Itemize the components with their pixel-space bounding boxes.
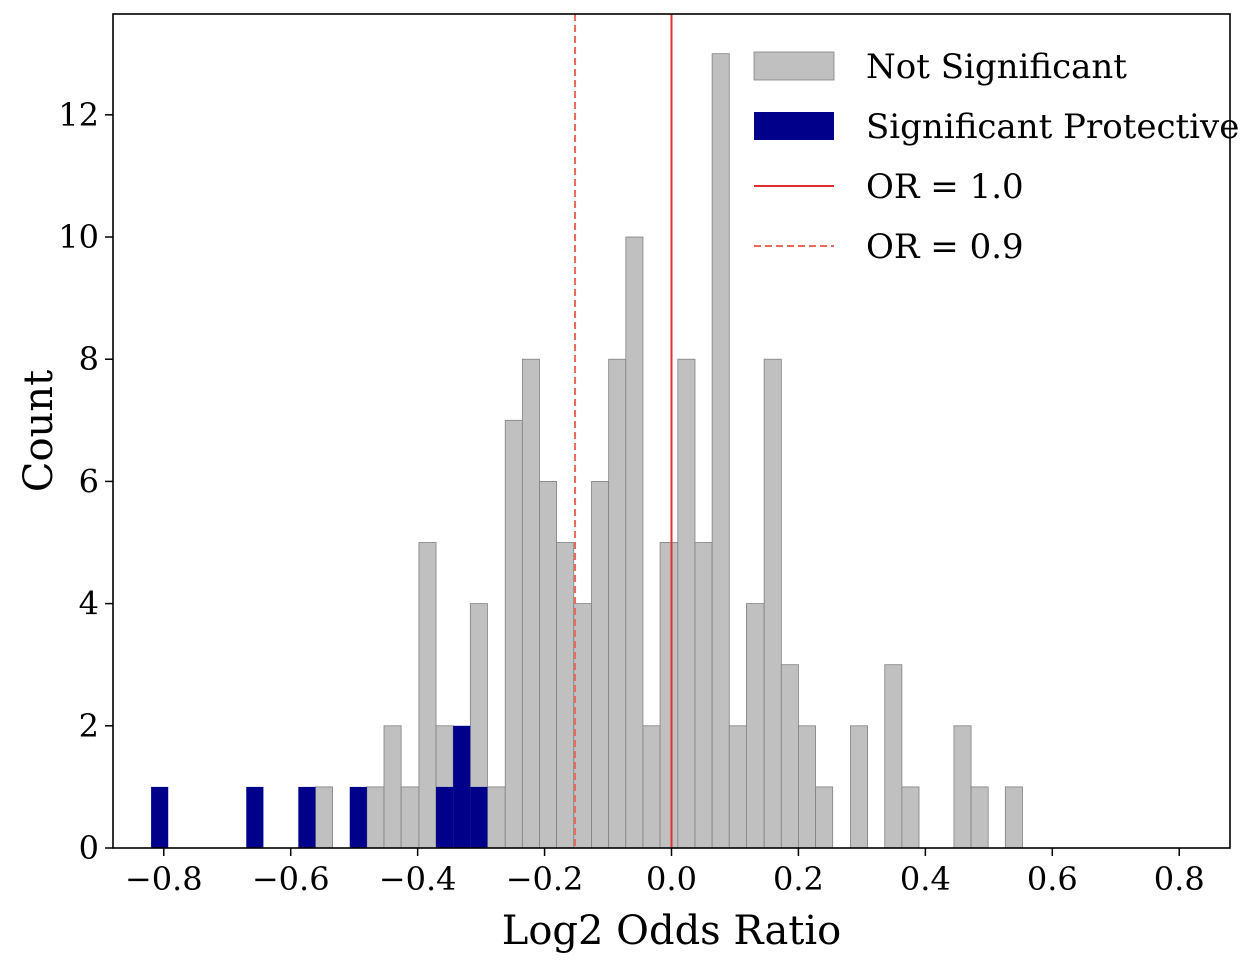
significant-protective-bar-0 [151, 786, 169, 848]
y-tick-label: 6 [79, 462, 99, 500]
legend-label: OR = 1.0 [866, 167, 1024, 207]
not-significant-bar-8 [504, 419, 523, 849]
x-tick-label: 0.8 [1154, 860, 1205, 898]
significant-protective-bar-6 [470, 786, 488, 848]
not-significant-bar-2 [383, 725, 402, 849]
significant-protective-bar-4 [436, 786, 454, 848]
not-significant-bar-31 [970, 786, 989, 849]
not-significant-bar-12 [573, 603, 592, 849]
not-significant-bar-9 [521, 358, 540, 849]
legend: Not Significant Significant Protective OR … [753, 47, 1239, 267]
not-significant-bar-27 [850, 725, 869, 849]
not-significant-bar-25 [798, 725, 816, 849]
y-tick-label: 12 [58, 96, 99, 134]
not-significant-bar-28 [884, 664, 903, 849]
significant-protective-bar-3 [349, 786, 367, 848]
x-tick-label: −0.2 [506, 860, 584, 898]
not-significant-bar-17 [659, 542, 679, 849]
not-significant-bar-10 [539, 481, 558, 849]
legend-item-or-0-9: OR = 0.9 [754, 227, 1024, 267]
legend-item-significant-protective: Significant Protective [754, 107, 1239, 147]
y-tick-label: 8 [79, 340, 99, 378]
y-tick-label: 10 [58, 218, 99, 256]
x-tick-label: −0.4 [379, 860, 457, 898]
not-significant-bar-4 [418, 542, 437, 849]
not-significant-bar-19 [694, 542, 713, 849]
significant-protective-bar-2 [298, 786, 316, 848]
y-axis-ticks: 0 2 4 6 8 10 12 [58, 96, 113, 867]
y-tick-label: 0 [79, 829, 99, 867]
reference-lines [574, 14, 673, 848]
x-axis-label: Log2 Odds Ratio [502, 908, 842, 954]
x-tick-label: −0.8 [125, 860, 203, 898]
not-significant-bars [315, 53, 1023, 849]
legend-swatch [754, 112, 834, 140]
not-significant-bar-23 [763, 358, 782, 849]
not-significant-bar-7 [487, 786, 506, 849]
not-significant-bar-24 [780, 664, 799, 849]
not-significant-bar-0 [315, 786, 333, 849]
x-tick-label: 0.6 [1027, 860, 1078, 898]
not-significant-bar-11 [556, 542, 575, 849]
not-significant-bar-29 [901, 786, 920, 849]
not-significant-bar-13 [591, 481, 610, 849]
x-axis-ticks: −0.8 −0.6 −0.4 −0.2 0.0 0.2 0.4 0.6 0.8 [125, 848, 1205, 898]
y-axis-label: Count [16, 370, 62, 492]
significant-protective-bar-5 [453, 725, 471, 848]
x-tick-label: −0.6 [252, 860, 330, 898]
legend-item-not-significant: Not Significant [753, 47, 1127, 87]
not-significant-bar-32 [1004, 786, 1023, 849]
legend-label: OR = 0.9 [866, 227, 1024, 267]
y-tick-label: 2 [79, 707, 99, 745]
x-tick-label: 0.0 [646, 860, 697, 898]
not-significant-bar-30 [953, 725, 972, 849]
not-significant-bar-18 [677, 358, 696, 849]
legend-label: Not Significant [866, 47, 1127, 87]
significant-protective-bar-1 [246, 786, 264, 848]
significant-protective-bars [151, 725, 488, 848]
not-significant-bar-3 [400, 786, 420, 849]
not-significant-bar-22 [745, 603, 765, 849]
not-significant-bar-14 [608, 358, 627, 849]
y-tick-label: 4 [79, 585, 99, 623]
not-significant-bar-26 [815, 786, 834, 849]
not-significant-bar-16 [642, 725, 661, 849]
not-significant-bar-21 [728, 725, 747, 849]
x-tick-label: 0.4 [900, 860, 951, 898]
not-significant-bar-1 [366, 786, 385, 849]
not-significant-bar-20 [711, 53, 730, 849]
legend-label: Significant Protective [866, 107, 1239, 147]
legend-swatch [753, 51, 835, 81]
x-tick-label: 0.2 [773, 860, 824, 898]
not-significant-bar-15 [625, 236, 644, 849]
legend-item-or-1-0: OR = 1.0 [754, 167, 1024, 207]
